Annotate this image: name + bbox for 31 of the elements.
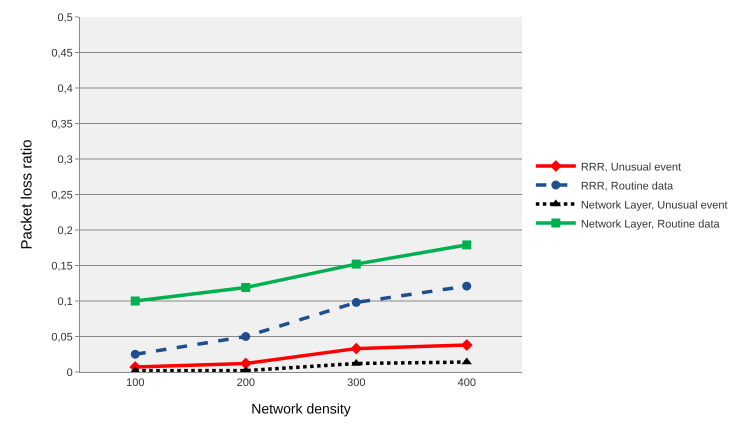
point bbox=[352, 260, 361, 269]
y-tick-label: 0,1 bbox=[58, 296, 73, 308]
x-tick-label: 200 bbox=[236, 377, 255, 390]
y-tick-label: 0,4 bbox=[58, 82, 73, 95]
point bbox=[462, 240, 472, 250]
y-tick-label: 0,2 bbox=[58, 224, 73, 237]
point bbox=[350, 342, 362, 354]
y-tick-label: 0 bbox=[66, 366, 73, 379]
x-tick-label: 300 bbox=[347, 377, 366, 390]
y-tick-label: 0,5 bbox=[58, 12, 73, 24]
point bbox=[130, 350, 140, 359]
legend-label: RRR, Unusual event bbox=[580, 161, 682, 174]
point bbox=[351, 358, 362, 366]
x-tick-label: 400 bbox=[458, 377, 476, 390]
y-tick-label: 0,15 bbox=[51, 260, 73, 272]
point bbox=[352, 298, 361, 307]
y-axis-title: Packet loss ratio bbox=[18, 139, 36, 250]
y-tick-label: 0,05 bbox=[51, 331, 73, 344]
y-tick-label: 0,3 bbox=[58, 154, 73, 166]
point bbox=[130, 296, 140, 306]
legend-label: Network Layer, Routine data bbox=[580, 218, 721, 230]
y-tick-label: 0,45 bbox=[51, 47, 73, 60]
x-tick-label: 100 bbox=[126, 377, 144, 390]
point bbox=[241, 332, 250, 341]
point bbox=[462, 282, 472, 291]
y-tick-label: 0,35 bbox=[51, 118, 73, 130]
y-tick-label: 0,25 bbox=[51, 189, 73, 202]
legend-label: Network Layer, Unusual event bbox=[580, 199, 728, 212]
x-axis-title: Network density bbox=[251, 400, 351, 416]
point bbox=[241, 283, 250, 292]
legend-label: RRR, Routine data bbox=[580, 180, 674, 192]
